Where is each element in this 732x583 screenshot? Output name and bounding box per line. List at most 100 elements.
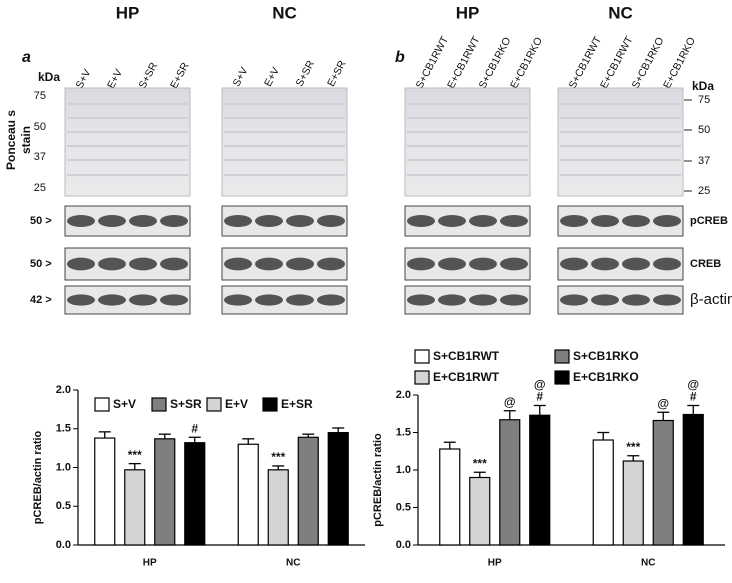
x-tick-label: HP: [143, 558, 157, 569]
blot-band: [255, 294, 283, 306]
blot-band: [560, 215, 588, 227]
bar: [469, 476, 491, 546]
blot-band: [98, 294, 126, 306]
bar: [237, 443, 259, 546]
bar: [267, 469, 289, 546]
legend-label: S+V: [113, 397, 136, 411]
lane-label: S+CB1RKO: [630, 35, 667, 90]
bar: [154, 438, 176, 546]
lane-label: S+V: [231, 65, 251, 88]
marker-label: 50: [34, 121, 46, 133]
blot-band: [407, 257, 435, 271]
panel-letter: a: [22, 49, 31, 66]
blot-band: [160, 257, 188, 271]
y-tick-label: 0.0: [56, 539, 71, 551]
bar: [184, 442, 206, 546]
legend-swatch: [554, 370, 570, 385]
bar: [652, 419, 674, 546]
significance-mark: ***: [473, 456, 487, 470]
legend-swatch: [554, 349, 570, 364]
blot-strip: [557, 205, 684, 237]
blot-band: [255, 215, 283, 227]
kda-label: kDa: [38, 70, 60, 84]
group-title: NC: [608, 3, 633, 22]
blot-band: [653, 257, 681, 271]
blot-band: [286, 294, 314, 306]
ponceau-stain: [221, 87, 348, 197]
blot-band: [591, 215, 619, 227]
y-tick-label: 2.0: [56, 384, 71, 396]
legend-swatch: [262, 397, 278, 412]
lane-label: E+SR: [325, 58, 349, 88]
blot-band: [129, 257, 157, 271]
bar: [297, 436, 319, 546]
lane-label: E+CB1RKO: [508, 35, 545, 90]
x-tick-label: HP: [488, 558, 502, 569]
panel-letter: b: [395, 49, 405, 66]
y-tick-label: 0.5: [396, 501, 411, 513]
lane-label: S+CB1RKO: [477, 35, 514, 90]
marker-label: 25: [34, 182, 46, 194]
significance-mark: ***: [626, 440, 640, 454]
blot-band: [67, 257, 95, 271]
x-tick-label: NC: [286, 558, 300, 569]
lane-label: S+SR: [137, 60, 161, 90]
blot-band: [129, 294, 157, 306]
kda-label: kDa: [692, 79, 714, 93]
lane-label: E+V: [262, 65, 282, 88]
blot-band: [224, 257, 252, 271]
blot-band: [438, 215, 466, 227]
lane-label: S+SR: [294, 58, 318, 88]
significance-mark: #: [191, 421, 198, 435]
row-label: pCREB: [690, 215, 728, 227]
legend-swatch: [94, 397, 110, 412]
blot-band: [286, 257, 314, 271]
group-title: NC: [272, 3, 297, 22]
significance-mark: @: [504, 395, 516, 409]
bar: [94, 437, 116, 546]
blot-band: [286, 215, 314, 227]
group-title: HP: [456, 3, 480, 22]
marker-label: 75: [698, 94, 710, 106]
y-tick-label: 1.5: [396, 426, 411, 438]
blot-band: [129, 215, 157, 227]
blot-band: [98, 257, 126, 271]
y-tick-label: 1.0: [396, 464, 411, 476]
row-label: 50 >: [30, 258, 52, 270]
legend-label: S+CB1RKO: [573, 349, 639, 363]
significance-mark: #: [536, 390, 543, 404]
row-label: 42 >: [30, 294, 52, 306]
legend-label: E+V: [225, 397, 248, 411]
blot-band: [591, 294, 619, 306]
bar: [439, 448, 461, 546]
row-label: β-actin: [690, 291, 732, 308]
ponceau-stain: [64, 87, 191, 197]
lane-label: E+SR: [168, 60, 192, 90]
marker-label: 25: [698, 185, 710, 197]
stain-label: stain: [19, 126, 33, 154]
blot-band: [622, 257, 650, 271]
bar: [622, 460, 644, 546]
blot-band: [469, 257, 497, 271]
ponceau-stain: [557, 87, 684, 197]
blot-band: [500, 257, 528, 271]
blot-band: [407, 294, 435, 306]
significance-mark: @: [534, 378, 546, 392]
blot-band: [160, 294, 188, 306]
legend-swatch: [414, 370, 430, 385]
lane-label: E+V: [105, 67, 125, 90]
bar: [592, 439, 614, 546]
row-label: CREB: [690, 258, 721, 270]
legend-swatch: [151, 397, 167, 412]
blot-band: [622, 215, 650, 227]
legend-label: E+CB1RWT: [433, 370, 500, 384]
blot-band: [67, 294, 95, 306]
significance-mark: #: [690, 390, 697, 404]
stain-label: Ponceau s: [4, 110, 18, 170]
blot-band: [560, 294, 588, 306]
blot-band: [160, 215, 188, 227]
blot-band: [224, 294, 252, 306]
blot-band: [407, 215, 435, 227]
blot-band: [500, 215, 528, 227]
